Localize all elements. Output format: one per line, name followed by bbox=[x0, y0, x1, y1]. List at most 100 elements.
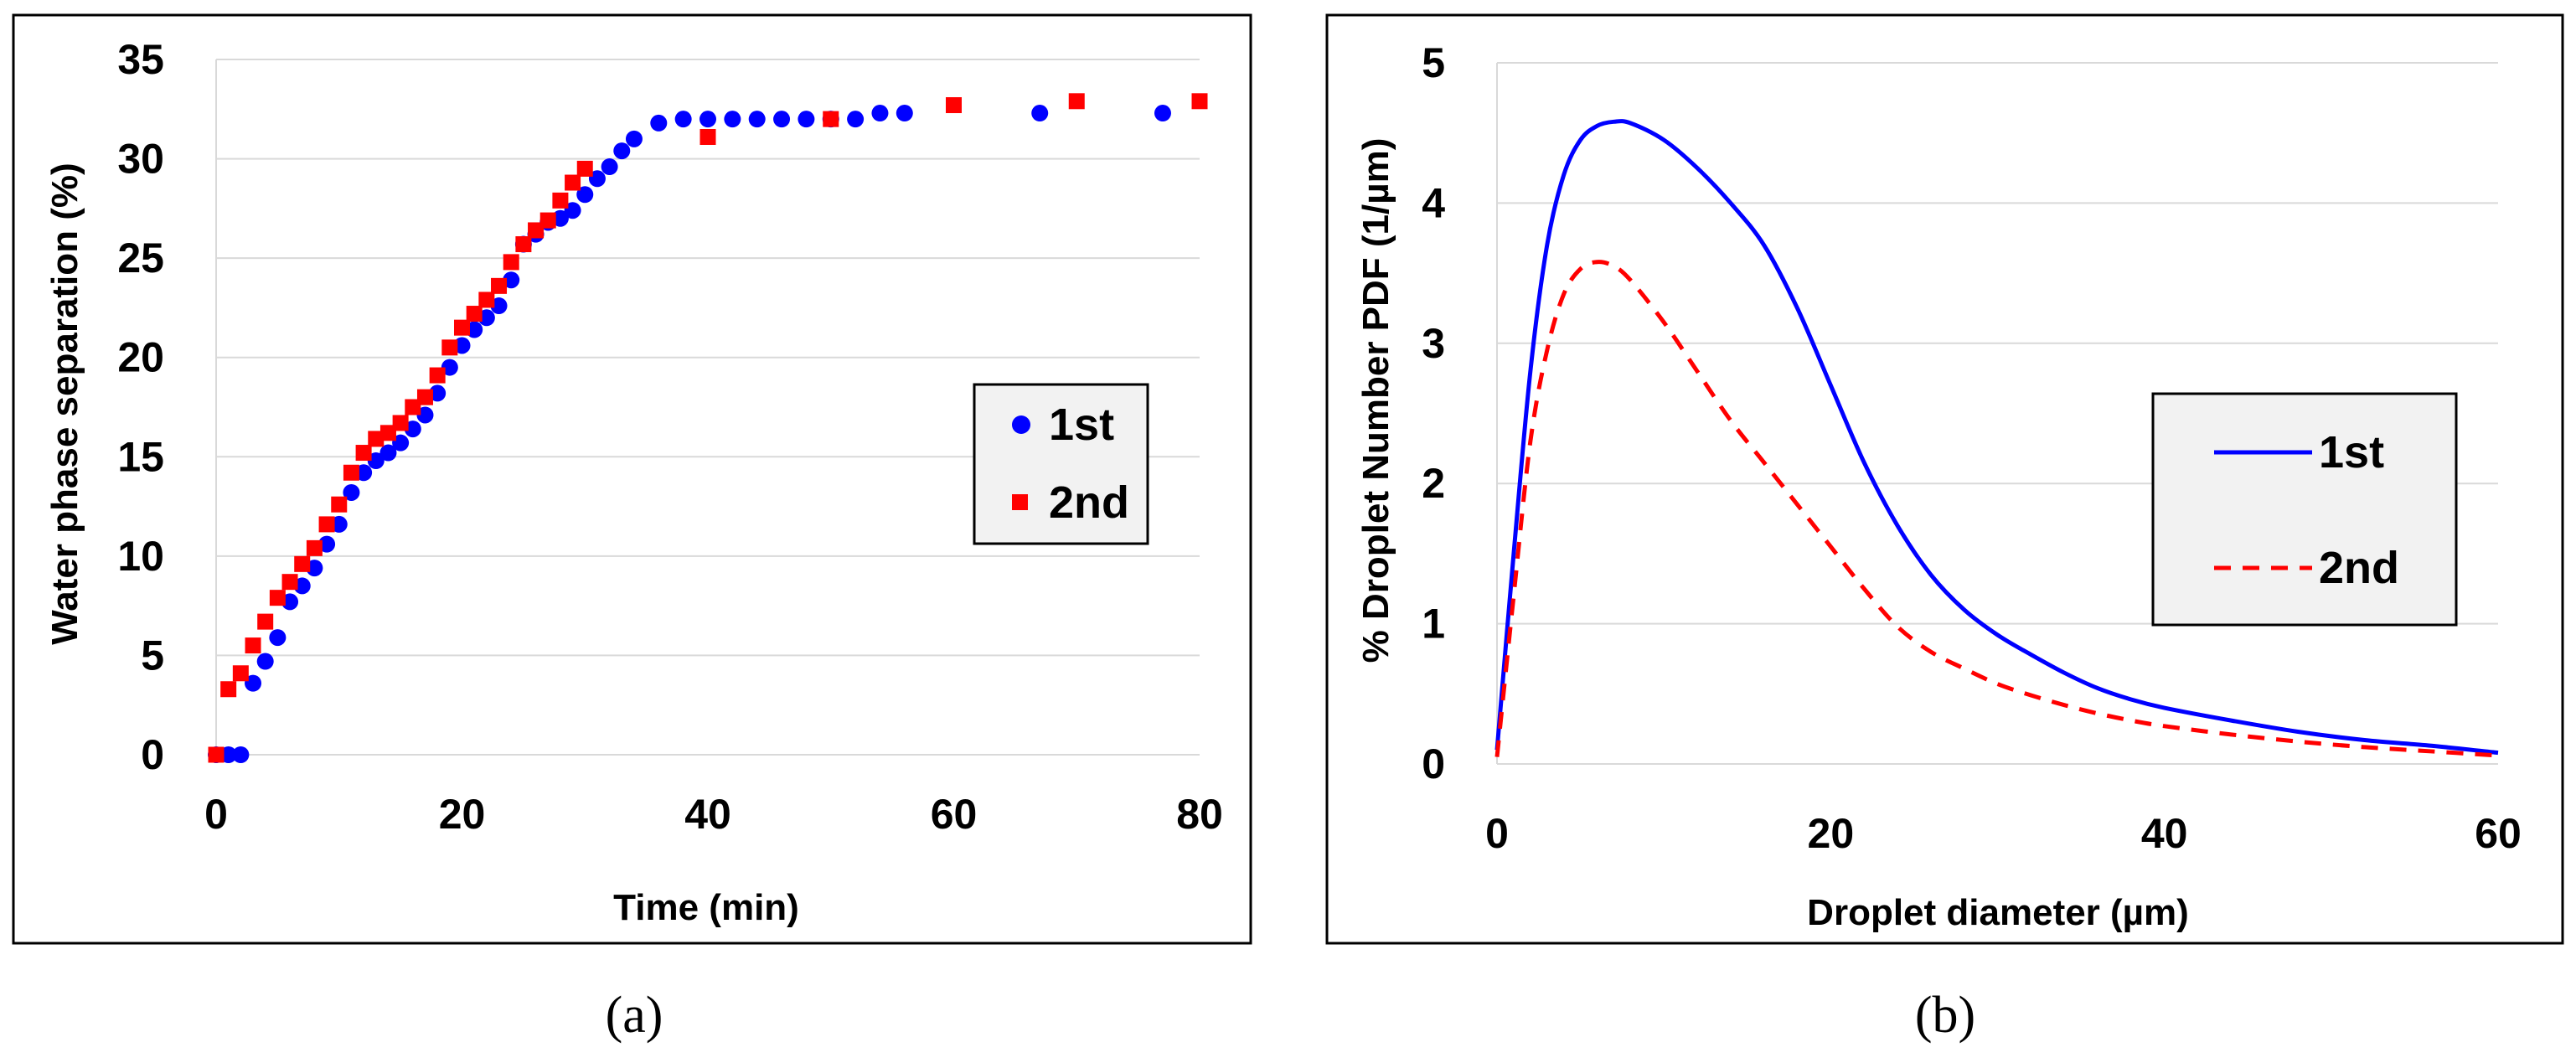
point-2nd bbox=[294, 555, 311, 572]
point-2nd bbox=[368, 431, 385, 447]
point-2nd bbox=[416, 389, 433, 405]
point-1st bbox=[379, 444, 397, 462]
legend-a-label-2nd: 2nd bbox=[1049, 477, 1129, 528]
point-2nd bbox=[946, 97, 962, 114]
point-1st bbox=[219, 746, 237, 763]
point-1st bbox=[798, 111, 815, 128]
point-2nd bbox=[565, 174, 581, 191]
panel-a-caption: (a) bbox=[606, 987, 663, 1044]
point-2nd bbox=[576, 160, 593, 177]
point-1st bbox=[699, 111, 716, 128]
point-1st bbox=[392, 434, 410, 452]
point-2nd bbox=[306, 539, 323, 556]
panel-a-frame bbox=[12, 13, 1252, 945]
point-1st bbox=[625, 130, 643, 147]
y-tick-label: 30 bbox=[117, 136, 164, 183]
y-tick-label: 35 bbox=[117, 36, 164, 83]
point-2nd bbox=[269, 590, 286, 606]
y-tick-label: 5 bbox=[141, 632, 164, 679]
x-tick-label: 60 bbox=[2475, 810, 2522, 857]
point-1st bbox=[1031, 105, 1049, 122]
point-2nd bbox=[1191, 93, 1208, 110]
point-1st bbox=[453, 337, 471, 354]
series-line-2nd bbox=[1494, 260, 2499, 758]
y-tick-label: 15 bbox=[117, 433, 164, 480]
point-2nd bbox=[478, 292, 495, 308]
panel-b-ylabel: % Droplet Number PDF (1/µm) bbox=[1355, 138, 1396, 663]
point-2nd bbox=[491, 277, 508, 294]
point-2nd bbox=[331, 496, 348, 513]
point-1st bbox=[416, 406, 434, 424]
y-tick-label: 25 bbox=[117, 235, 164, 281]
x-tick-label: 80 bbox=[1176, 791, 1223, 838]
x-tick-label: 60 bbox=[931, 791, 978, 838]
panel-b-chart: 0 1 2 3 4 5 0 20 40 60 bbox=[1422, 39, 2522, 857]
x-tick-label: 20 bbox=[439, 791, 486, 838]
y-tick-label: 0 bbox=[141, 731, 164, 778]
point-2nd bbox=[355, 445, 372, 462]
point-2nd bbox=[208, 746, 225, 763]
point-1st bbox=[1154, 105, 1171, 122]
point-1st bbox=[613, 142, 631, 160]
point-1st bbox=[232, 746, 250, 763]
x-tick-label: 0 bbox=[1485, 810, 1509, 857]
point-2nd bbox=[245, 637, 261, 654]
x-tick-label: 40 bbox=[684, 791, 731, 838]
point-1st bbox=[355, 464, 373, 482]
y-tick-label: 10 bbox=[117, 533, 164, 580]
point-1st bbox=[490, 297, 508, 315]
point-2nd bbox=[823, 111, 839, 127]
point-2nd bbox=[503, 254, 519, 271]
point-1st bbox=[650, 114, 668, 132]
point-2nd bbox=[515, 236, 532, 253]
panel-b-frame bbox=[1325, 13, 2564, 945]
point-1st bbox=[588, 170, 606, 188]
point-1st bbox=[441, 359, 458, 376]
legend-a-marker-2nd bbox=[1012, 494, 1028, 510]
legend-b-label-2nd: 2nd bbox=[2319, 543, 2399, 593]
point-2nd bbox=[318, 516, 335, 533]
point-2nd bbox=[379, 425, 396, 441]
legend-a-marker-1st bbox=[1012, 415, 1030, 434]
x-tick-label: 40 bbox=[2141, 810, 2188, 857]
point-2nd bbox=[232, 665, 249, 682]
point-1st bbox=[256, 653, 274, 670]
point-2nd bbox=[454, 319, 470, 336]
point-2nd bbox=[220, 681, 237, 698]
point-1st bbox=[269, 629, 287, 647]
point-1st bbox=[601, 158, 618, 176]
point-1st bbox=[330, 515, 348, 533]
x-tick-label: 0 bbox=[204, 791, 228, 838]
point-1st bbox=[503, 271, 520, 289]
panel-a-xlabel: Time (min) bbox=[613, 887, 799, 928]
panel-b-caption: (b) bbox=[1915, 987, 1975, 1044]
point-2nd bbox=[392, 415, 409, 431]
point-1st bbox=[429, 384, 447, 402]
point-2nd bbox=[1068, 93, 1085, 110]
legend-b-label-1st: 1st bbox=[2319, 427, 2384, 477]
panel-b-legend bbox=[2151, 392, 2458, 627]
point-2nd bbox=[699, 128, 716, 145]
point-1st bbox=[343, 483, 360, 501]
panel-b-xlabel: Droplet diameter (µm) bbox=[1807, 892, 2189, 933]
y-tick-label: 1 bbox=[1422, 601, 1445, 648]
legend-a-label-1st: 1st bbox=[1049, 400, 1114, 450]
point-1st bbox=[318, 535, 336, 553]
point-2nd bbox=[441, 339, 458, 356]
point-1st bbox=[847, 111, 865, 128]
x-tick-label: 20 bbox=[1808, 810, 1855, 857]
point-1st bbox=[674, 111, 692, 128]
point-2nd bbox=[552, 192, 569, 209]
point-1st bbox=[896, 105, 913, 122]
point-1st bbox=[404, 421, 421, 438]
panel-a-legend bbox=[973, 383, 1149, 545]
y-tick-label: 0 bbox=[1422, 740, 1445, 787]
point-1st bbox=[576, 186, 594, 204]
series-line-1st bbox=[1494, 119, 2499, 756]
point-1st bbox=[245, 674, 262, 692]
point-2nd bbox=[281, 574, 298, 591]
point-2nd bbox=[539, 212, 556, 229]
point-2nd bbox=[343, 464, 359, 481]
point-1st bbox=[367, 452, 385, 470]
point-1st bbox=[551, 209, 569, 227]
